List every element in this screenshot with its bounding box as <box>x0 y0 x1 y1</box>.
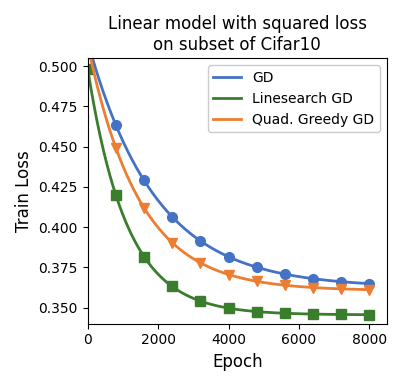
GD <box>255 266 260 270</box>
GD <box>102 94 107 99</box>
X-axis label: Epoch: Epoch <box>211 353 262 371</box>
Linesearch GD <box>327 312 332 317</box>
GD <box>85 39 90 44</box>
Quad. Greedy GD <box>85 42 90 47</box>
Quad. Greedy GD <box>327 286 332 291</box>
Title: Linear model with squared loss
on subset of Cifar10: Linear model with squared loss on subset… <box>107 15 366 54</box>
GD <box>366 281 371 286</box>
Y-axis label: Train Loss: Train Loss <box>15 150 33 232</box>
Linesearch GD <box>85 66 90 71</box>
GD <box>264 268 269 273</box>
Quad. Greedy GD <box>366 287 371 292</box>
Linesearch GD <box>255 310 260 314</box>
Quad. Greedy GD <box>255 279 260 284</box>
Linesearch GD <box>102 154 107 159</box>
Line: Linesearch GD: Linesearch GD <box>87 69 369 315</box>
Linesearch GD <box>366 312 371 317</box>
Quad. Greedy GD <box>248 278 253 283</box>
GD <box>298 275 303 279</box>
Line: GD: GD <box>87 41 369 284</box>
Line: Quad. Greedy GD: Quad. Greedy GD <box>87 44 369 290</box>
Quad. Greedy GD <box>102 112 107 117</box>
Linesearch GD <box>298 312 303 316</box>
Quad. Greedy GD <box>298 284 303 289</box>
Linesearch GD <box>248 309 253 313</box>
Legend: GD, Linesearch GD, Quad. Greedy GD: GD, Linesearch GD, Quad. Greedy GD <box>207 65 379 132</box>
Quad. Greedy GD <box>264 281 269 285</box>
GD <box>327 278 332 283</box>
Linesearch GD <box>264 310 269 315</box>
GD <box>248 263 253 268</box>
